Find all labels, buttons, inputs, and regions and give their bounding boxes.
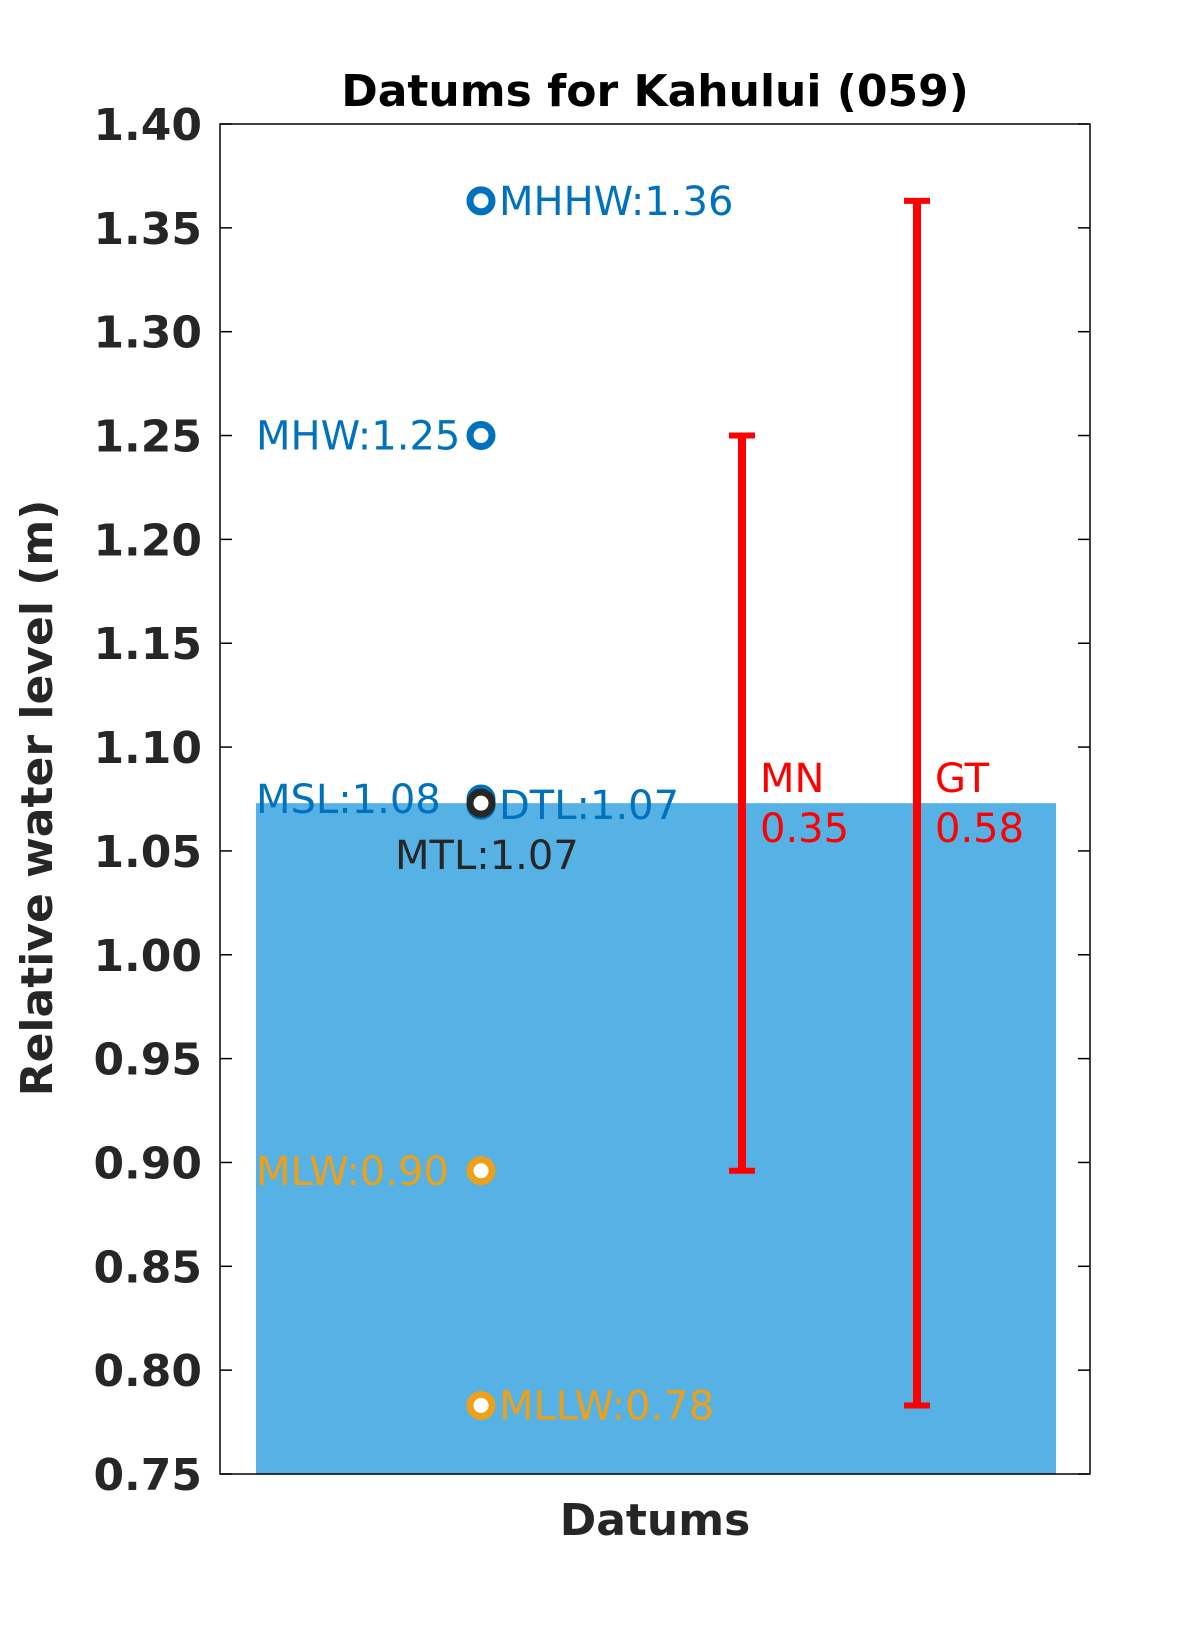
- datum-marker-mlw: [466, 1156, 496, 1186]
- bar-layer: [256, 803, 1056, 1474]
- y-tick-label: 1.25: [93, 412, 202, 463]
- datum-label-dtl: DTL:1.07: [499, 783, 679, 829]
- range-name-label: GT: [935, 756, 990, 802]
- datum-label-mlw: MLW:0.90: [256, 1149, 449, 1195]
- y-tick-label: 0.85: [93, 1242, 202, 1293]
- datum-label-mtl: MTL:1.07: [395, 833, 579, 879]
- y-tick-label: 1.35: [93, 204, 202, 255]
- water-level-bar: [256, 803, 1056, 1474]
- y-tick-label: 0.95: [93, 1035, 202, 1086]
- datum-label-mhhw: MHHW:1.36: [499, 179, 733, 225]
- y-tick-label: 0.75: [93, 1450, 202, 1501]
- y-tick-label: 0.90: [93, 1138, 202, 1189]
- y-tick-label: 0.80: [93, 1346, 202, 1397]
- y-tick-label: 1.00: [93, 931, 202, 982]
- datum-marker-mhw: [466, 421, 496, 451]
- range-bars: MN0.35 GT0.58: [729, 197, 1024, 1409]
- chart-title: Datums for Kahului (059): [341, 66, 969, 117]
- y-tick-label: 1.40: [93, 100, 202, 151]
- range-value-label: 0.35: [760, 806, 849, 852]
- datum-marker-mtl: [466, 788, 496, 818]
- datum-marker-mllw: [466, 1390, 496, 1420]
- datum-markers: MHHW:1.36 MHW:1.25 MSL:1.08 DTL:1.07MTL:1.0…: [256, 179, 733, 1430]
- y-tick-label: 1.15: [93, 619, 202, 670]
- y-tick-label: 1.10: [93, 723, 202, 774]
- datum-label-mllw: MLLW:0.78: [499, 1383, 714, 1429]
- y-axis-label: Relative water level (m): [12, 500, 63, 1097]
- datum-marker-mhhw: [466, 186, 496, 216]
- range-value-label: 0.58: [935, 806, 1024, 852]
- axes: 0.75 0.80 0.85 0.90 0.95 1.00 1.05 1.10 1.15 1.20…: [93, 100, 1091, 1501]
- x-axis-label: Datums: [560, 1495, 751, 1546]
- datum-label-msl: MSL:1.08: [256, 777, 441, 823]
- axes-frame: [219, 123, 1091, 1475]
- datum-label-mhw: MHW:1.25: [256, 414, 460, 460]
- y-tick-label: 1.20: [93, 515, 202, 566]
- y-tick-label: 1.30: [93, 308, 202, 359]
- y-tick-label: 1.05: [93, 827, 202, 878]
- range-name-label: MN: [760, 756, 824, 802]
